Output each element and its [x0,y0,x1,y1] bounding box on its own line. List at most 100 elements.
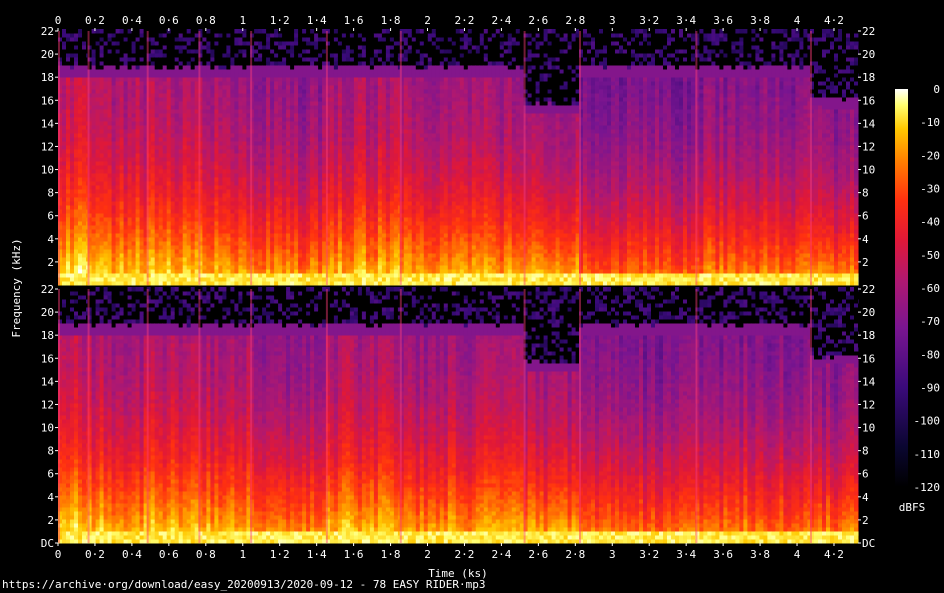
spectrogram-cell [318,265,323,270]
spectrogram-cell [250,169,255,174]
spectrogram-cell [337,89,343,94]
spectrogram-cell [238,61,243,66]
spectrogram-cell [91,49,97,54]
spectrogram-cell [66,277,71,282]
spectrogram-cell [353,257,359,262]
spectrogram-cell [349,57,355,62]
spectrogram-cell [286,93,291,98]
spectrogram-cell [62,213,67,218]
spectrogram-cell [254,165,259,170]
spectrogram-cell [66,41,71,46]
spectrogram-cell [99,249,105,254]
spectrogram-cell [218,161,223,166]
spectrogram-cell [329,69,335,74]
spectrogram-cell [286,89,291,94]
spectrogram-cell [250,117,255,122]
spectrogram-cell [250,49,255,54]
spectrogram-cell [258,145,263,150]
spectrogram-cell [226,105,231,110]
spectrogram-cell [278,101,283,106]
spectrogram-cell [182,45,188,50]
spectrogram-cell [198,253,203,258]
spectrogram-cell [353,101,359,106]
spectrogram-cell [86,125,89,130]
spectrogram-cell [95,125,101,130]
spectrogram-cell [190,129,196,134]
spectrogram-cell [341,217,347,222]
spectrogram-cell [341,277,347,282]
spectrogram-cell [146,53,152,58]
spectrogram-cell [250,229,255,234]
spectrogram-cell [214,205,219,210]
spectrogram-cell [86,157,89,162]
spectrogram-cell [262,281,267,286]
spectrogram-cell [86,45,89,50]
spectrogram-cell [198,181,203,186]
spectrogram-cell [341,193,347,198]
spectrogram-cell [111,113,117,118]
spectrogram-cell [202,41,207,46]
spectrogram-cell [186,261,192,266]
spectrogram-cell [262,53,267,58]
spectrogram-cell [66,261,71,266]
spectrogram-cell [290,185,295,190]
spectrogram-cell [95,45,101,50]
spectrogram-cell [111,161,117,166]
spectrogram-cell [341,269,347,274]
spectrogram-cell [230,265,235,270]
spectrogram-cell [107,157,113,162]
spectrogram-cell [135,141,141,146]
spectrogram-cell [349,53,355,58]
spectrogram-cell [150,153,156,158]
spectrogram-cell [246,141,251,146]
spectrogram-cell [278,97,283,102]
spectrogram-cell [290,277,295,282]
spectrogram-cell [131,225,137,230]
spectrogram-cell [314,161,319,166]
spectrogram-cell [345,73,351,78]
spectrogram-cell [86,237,89,242]
spectrogram-cell [353,281,359,286]
spectrogram-cell [218,213,223,218]
spectrogram-cell [341,225,347,230]
spectrogram-cell [322,65,327,70]
spectrogram-cell [218,241,223,246]
spectrogram-cell [143,37,148,42]
spectrogram-cell [150,45,156,50]
spectrogram-cell [234,141,239,146]
spectrogram-cell [206,53,211,58]
spectrogram-cell [290,145,295,150]
spectrogram-cell [361,225,367,230]
spectrogram-cell [143,49,148,54]
spectrogram-cell [302,125,307,130]
spectrogram-cell [119,109,125,114]
spectrogram-cell [74,253,79,258]
spectrogram-cell [270,281,275,286]
spectrogram-cell [86,133,89,138]
spectrogram-cell [131,241,137,246]
spectrogram-cell [262,157,267,162]
spectrogram-cell [218,93,223,98]
spectrogram-cell [190,85,196,90]
spectrogram-cell [329,81,335,86]
spectrogram-cell [202,141,207,146]
spectrogram-cell [361,73,367,78]
spectrogram-cell [166,89,172,94]
spectrogram-cell [70,153,75,158]
spectrogram-cell [341,69,347,74]
spectrogram-cell [66,105,71,110]
spectrogram-cell [254,197,259,202]
spectrogram-cell [226,125,231,130]
spectrogram-cell [158,125,164,130]
spectrogram-cell [222,85,227,90]
spectrogram-cell [333,85,339,90]
spectrogram-cell [234,93,239,98]
spectrogram-cell [238,145,243,150]
spectrogram-cell [298,33,303,38]
spectrogram-cell [250,73,255,78]
spectrogram-cell [146,193,152,198]
spectrogram-cell [99,97,105,102]
spectrogram-cell [206,89,211,94]
spectrogram-cell [230,73,235,78]
spectrogram-cell [115,233,121,238]
